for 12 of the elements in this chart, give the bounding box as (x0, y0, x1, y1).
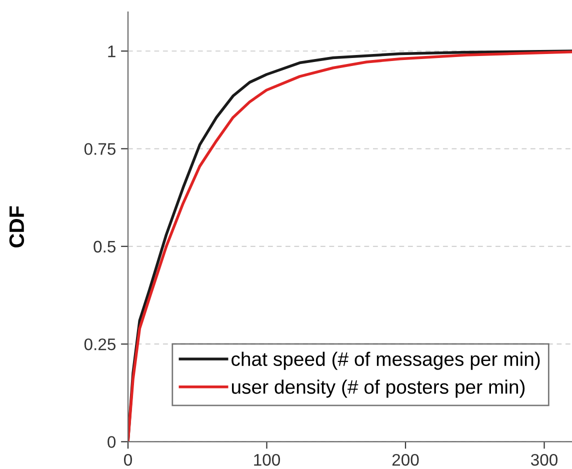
y-tick-label: 1 (108, 46, 116, 58)
x-tick-label: 200 (392, 454, 419, 466)
y-tick-label: 0.25 (84, 338, 116, 350)
y-tick-label: 0.75 (84, 143, 116, 155)
legend-label: user density (# of posters per min) (232, 380, 525, 398)
x-tick-label: 0 (124, 454, 132, 466)
y-tick-label: 0 (108, 436, 116, 448)
y-axis-title: CDF (9, 206, 24, 248)
y-tick-label: 0.5 (94, 240, 116, 253)
x-tick-label: 100 (254, 454, 280, 466)
x-tick-label: 300 (530, 454, 558, 466)
legend-label: chat speed (# of messages per min) (232, 352, 540, 370)
